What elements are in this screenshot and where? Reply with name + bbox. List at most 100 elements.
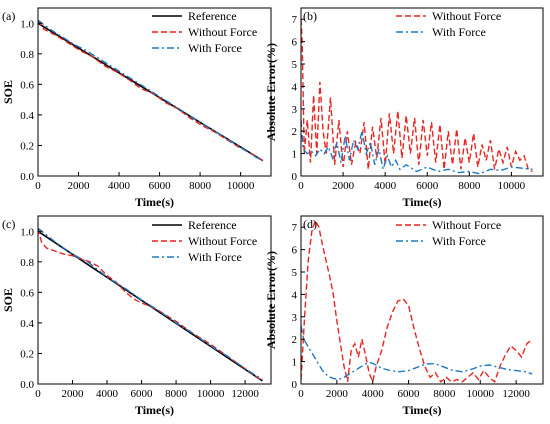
x-tick-label: 10000: [197, 388, 225, 400]
legend-label: Reference: [188, 218, 237, 232]
y-tick-label: 0.0: [20, 171, 34, 183]
x-tick-label: 2000: [332, 180, 355, 192]
x-tick-label: 10000: [498, 180, 526, 192]
x-tick-label: 12000: [231, 388, 259, 400]
legend: Without Force With Force: [396, 218, 501, 248]
y-tick-label: 6: [292, 245, 298, 257]
x-axis-title: Time(s): [402, 403, 441, 417]
y-axis-title: SOE: [1, 80, 15, 104]
y-tick-label: 0.4: [20, 318, 34, 330]
x-tick-label: 4000: [96, 388, 119, 400]
series-group: [301, 218, 533, 384]
x-axis-title: Time(s): [402, 195, 441, 209]
plot-frame: [37, 215, 272, 385]
y-tick-label: 1.0: [20, 18, 34, 30]
x-tick-label: 4000: [362, 388, 385, 400]
legend: Reference Without Force With Force: [152, 9, 257, 55]
series-group: [301, 19, 533, 175]
x-tick-label: 0: [35, 180, 41, 192]
plot-frame: [37, 7, 272, 177]
y-tick-label: 0.0: [20, 379, 34, 391]
series-line-without-force: [38, 19, 264, 162]
y-tick-label: 3: [292, 104, 298, 116]
y-tick-label: 0.4: [20, 110, 34, 122]
panel-d-absolute-error-chart: 0 2000 4000 6000 8000 10000 12000 0 1 2 3 4 5 6 7 Time(…: [264, 215, 544, 417]
legend-label: With Force: [432, 234, 486, 248]
legend-label: With Force: [188, 41, 242, 55]
x-tick-label: 2000: [326, 388, 349, 400]
series-group: [38, 227, 263, 382]
y-tick-label: 0.6: [20, 79, 34, 91]
x-tick-label: 0: [35, 388, 41, 400]
y-tick-label: 6: [292, 37, 298, 49]
x-tick-label: 0: [298, 388, 304, 400]
y-tick-label: 5: [292, 59, 298, 71]
panel-c-soe-chart: 0 2000 4000 6000 8000 10000 12000 0.0 0.2 0.4 0.6 0…: [1, 215, 272, 417]
y-tick-label: 5: [292, 267, 298, 279]
y-tick-label: 0: [292, 379, 298, 391]
y-tick-label: 1.0: [20, 226, 34, 238]
panel-a-soe-chart: 0 2000 4000 6000 8000 10000 0.0 0.2 0.4 0.6 0.8 1.0…: [1, 7, 272, 209]
y-tick-label: 4: [292, 289, 298, 301]
legend-label: With Force: [188, 250, 242, 264]
x-tick-label: 12000: [502, 388, 530, 400]
y-tick-label: 7: [292, 222, 298, 234]
panel-tag: (a): [2, 9, 15, 23]
series-line-with-force: [38, 19, 264, 162]
series-line-without-force: [301, 218, 533, 384]
x-tick-label: 10000: [467, 388, 495, 400]
x-axis-title: Time(s): [135, 403, 174, 417]
legend-label: Without Force: [188, 25, 257, 39]
y-tick-label: 1: [292, 149, 298, 161]
y-axis-title: SOE: [1, 288, 15, 312]
y-tick-label: 0.8: [20, 257, 34, 269]
x-tick-label: 8000: [458, 180, 481, 192]
legend-label: Reference: [188, 9, 237, 23]
x-tick-label: 8000: [165, 388, 188, 400]
legend-label: Without Force: [432, 9, 501, 23]
x-axis-title: Time(s): [135, 195, 174, 209]
y-tick-label: 0.8: [20, 49, 34, 61]
x-tick-label: 6000: [398, 388, 421, 400]
series-line-with-force: [301, 325, 533, 381]
x-tick-label: 2000: [62, 388, 85, 400]
x-tick-label: 4000: [108, 180, 131, 192]
x-tick-label: 8000: [433, 388, 456, 400]
series-group: [38, 19, 264, 162]
series-line-with-force: [301, 119, 533, 175]
y-tick-label: 0.2: [20, 140, 34, 152]
panel-tag: (c): [2, 217, 15, 231]
panel-b-absolute-error-chart: 0 2000 4000 6000 8000 10000 0 1 2 3 4 5 6 7 Time(s) Abs…: [264, 7, 544, 209]
x-tick-label: 0: [298, 180, 304, 192]
y-axis-title: Absolute Error(%): [264, 251, 278, 349]
y-tick-label: 4: [292, 81, 298, 93]
plot-frame: [300, 7, 544, 177]
y-tick-label: 2: [292, 126, 298, 138]
x-tick-label: 6000: [149, 180, 172, 192]
plot-frame: [300, 215, 544, 385]
x-tick-label: 2000: [68, 180, 91, 192]
y-tick-label: 7: [292, 14, 298, 26]
x-tick-label: 4000: [374, 180, 397, 192]
y-tick-label: 0: [292, 171, 298, 183]
y-axis-title: Absolute Error(%): [264, 43, 278, 141]
y-tick-label: 2: [292, 334, 298, 346]
series-line-with-force: [38, 227, 263, 380]
x-tick-label: 10000: [227, 180, 255, 192]
y-tick-label: 0.2: [20, 348, 34, 360]
x-tick-label: 8000: [189, 180, 212, 192]
y-tick-label: 3: [292, 312, 298, 324]
legend-label: Without Force: [432, 218, 501, 232]
legend-label: With Force: [432, 25, 486, 39]
y-tick-label: 0.6: [20, 287, 34, 299]
x-tick-label: 6000: [416, 180, 439, 192]
y-tick-label: 1: [292, 357, 298, 369]
series-line-without-force: [301, 19, 533, 173]
legend-label: Without Force: [188, 234, 257, 248]
panel-tag: (b): [303, 9, 317, 23]
legend: Without Force With Force: [396, 9, 501, 39]
legend: Reference Without Force With Force: [152, 218, 257, 264]
x-tick-label: 6000: [131, 388, 154, 400]
panel-tag: (d): [303, 217, 317, 231]
